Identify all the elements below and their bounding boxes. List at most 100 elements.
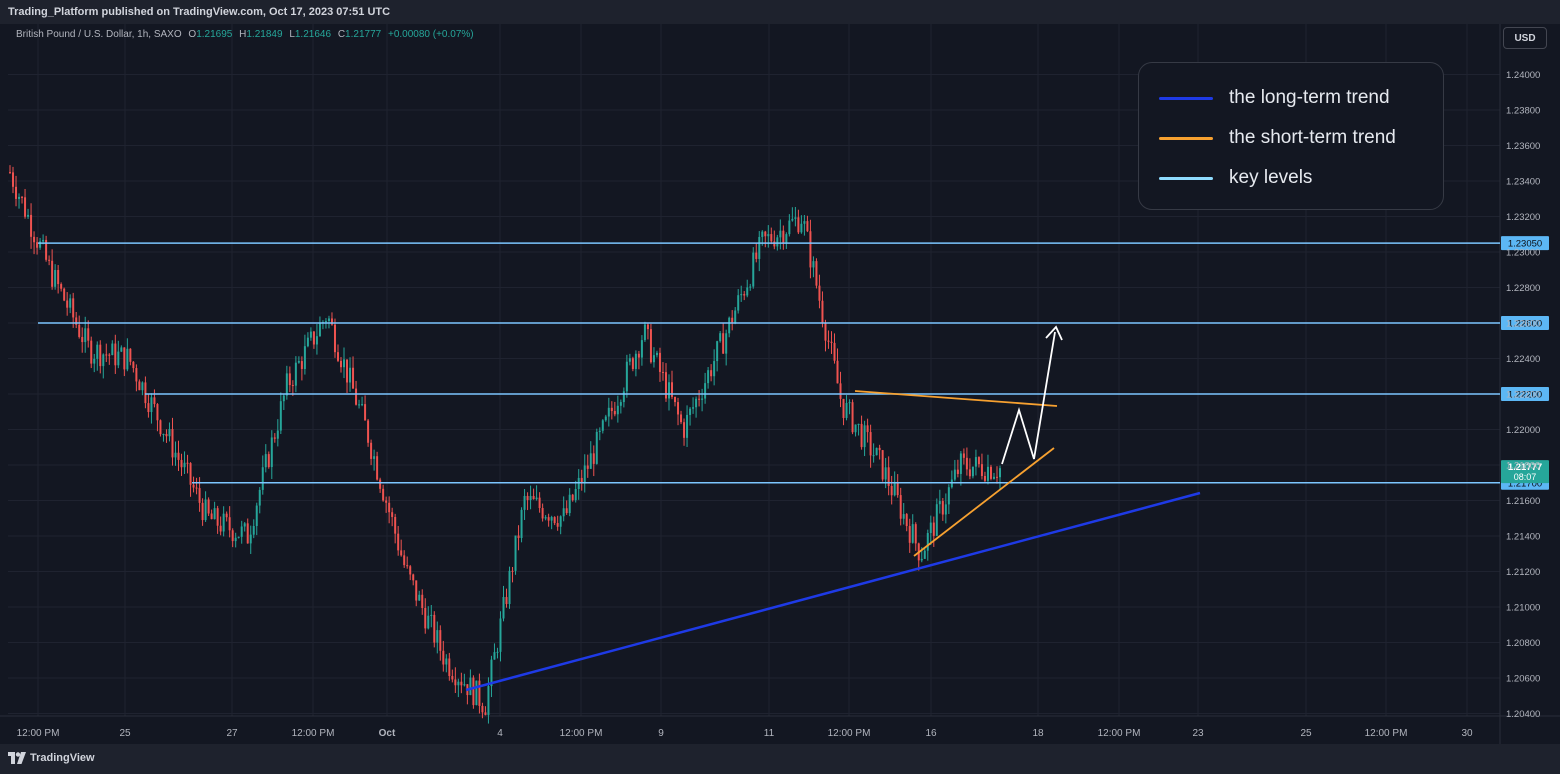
candle-body <box>454 679 457 686</box>
candle-body <box>48 259 51 261</box>
candle-body <box>821 300 824 324</box>
price-tick-label: 1.21800 <box>1506 461 1540 472</box>
candle-body <box>794 217 797 219</box>
candle-body <box>276 430 279 439</box>
candle-body <box>303 346 306 369</box>
candle-body <box>213 508 216 520</box>
candle-body <box>863 425 866 448</box>
candle-body <box>899 495 902 519</box>
candle-body <box>683 422 686 438</box>
candle-body <box>469 677 472 696</box>
candle-body <box>698 398 701 400</box>
candle-body <box>568 494 571 514</box>
candle-body <box>529 495 532 500</box>
candle-body <box>394 516 397 534</box>
candle-body <box>914 524 917 544</box>
candle-body <box>707 370 710 384</box>
candle-body <box>586 465 589 469</box>
candle-body <box>827 340 830 342</box>
candle-body <box>385 500 388 503</box>
candle-body <box>932 522 935 536</box>
candle-body <box>493 652 496 660</box>
candle-body <box>382 488 385 501</box>
candle-body <box>370 442 373 459</box>
short-term-trend-line-upper <box>854 390 1058 407</box>
candle-body <box>559 516 562 527</box>
candle-body <box>237 536 240 538</box>
candle-body <box>806 221 809 232</box>
candle-body <box>99 344 102 367</box>
candle-body <box>725 333 728 354</box>
price-tick-label: 1.22200 <box>1506 390 1540 401</box>
candle-body <box>959 453 962 474</box>
candle-body <box>156 404 159 421</box>
candle-body <box>598 430 601 432</box>
candle-body <box>478 680 481 706</box>
candle-body <box>231 530 234 542</box>
time-tick-label: 12:00 PM <box>292 728 335 739</box>
candle-body <box>692 407 695 409</box>
candle-body <box>66 300 69 308</box>
legend-item-long-term: the long-term trend <box>1159 86 1390 110</box>
candle-body <box>923 550 926 559</box>
candle-body <box>439 630 442 651</box>
candle-body <box>111 343 114 356</box>
candle-body <box>15 186 18 199</box>
candle-body <box>722 333 725 354</box>
candle-body <box>333 324 336 353</box>
candle-body <box>219 525 222 532</box>
candle-body <box>779 230 782 238</box>
candle-body <box>340 360 343 368</box>
candle-body <box>330 318 333 325</box>
candle-body <box>472 677 475 706</box>
candle-body <box>42 239 45 242</box>
high-label: H <box>239 29 247 40</box>
candle-body <box>520 509 523 539</box>
candle-body <box>532 495 535 500</box>
candle-body <box>415 580 418 601</box>
candle-body <box>752 252 755 287</box>
candle-body <box>379 479 382 489</box>
candle-body <box>210 513 213 520</box>
candle-body <box>490 659 493 687</box>
candle-body <box>364 404 367 421</box>
candle-body <box>607 407 610 417</box>
candle-body <box>177 452 180 460</box>
candle-body <box>18 196 21 199</box>
candle-body <box>667 382 670 399</box>
legend-label-key-levels: key levels <box>1229 167 1313 188</box>
candle-body <box>318 323 321 337</box>
candle-body <box>737 295 740 311</box>
candle-body <box>195 487 198 489</box>
candle-body <box>538 497 541 509</box>
currency-button[interactable]: USD <box>1503 27 1547 49</box>
chart-area[interactable]: 1.23050 1.22600 1.22200 1.21700 1.21777 08:07… <box>0 24 1560 744</box>
candle-body <box>397 533 400 551</box>
candle-body <box>147 403 150 413</box>
candle-body <box>929 522 932 534</box>
candle-body <box>294 362 297 386</box>
candle-body <box>625 361 628 392</box>
candle-body <box>406 565 409 567</box>
close-value: 1.21777 <box>345 29 382 40</box>
price-tick-label: 1.21600 <box>1506 496 1540 507</box>
candle-body <box>761 231 764 237</box>
candle-body <box>222 513 225 532</box>
candle-body <box>424 608 427 629</box>
candle-body <box>550 517 553 521</box>
candle-body <box>228 517 231 531</box>
key-levels-swatch <box>1159 176 1213 180</box>
candle-body <box>45 239 48 260</box>
candle-body <box>376 456 379 480</box>
candle-body <box>592 453 595 464</box>
candle-body <box>836 360 839 384</box>
tradingview-logo[interactable]: TradingView <box>8 752 95 764</box>
key-level-price-label: 1.23050 <box>1508 239 1542 250</box>
candle-body <box>391 512 394 517</box>
candle-body <box>851 402 854 433</box>
price-tick-label: 1.23600 <box>1506 141 1540 152</box>
price-tick-label: 1.24000 <box>1506 70 1540 81</box>
candlestick-chart[interactable]: 1.230501.226001.222001.217001.2177708:07… <box>0 24 1560 744</box>
candle-body <box>890 485 893 496</box>
candle-body <box>126 348 129 370</box>
